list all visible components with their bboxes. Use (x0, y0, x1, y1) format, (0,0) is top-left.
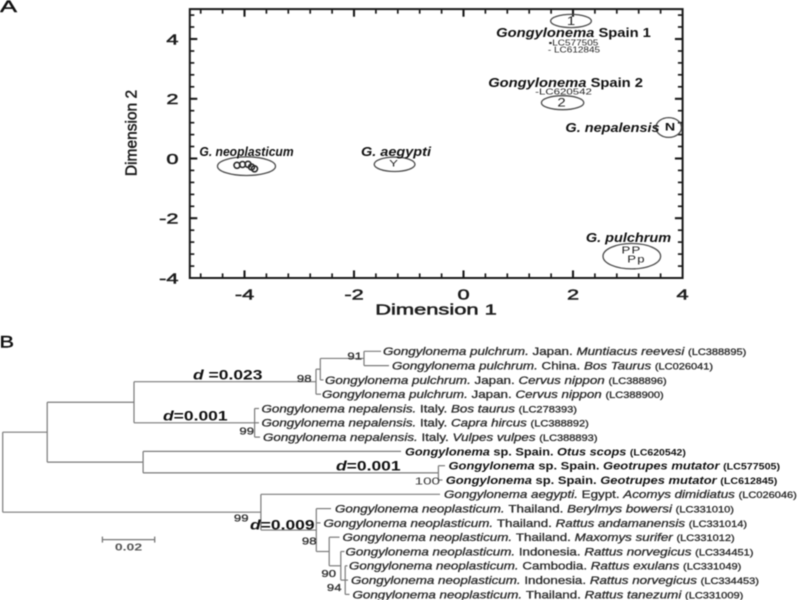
svg-text:0: 0 (166, 150, 178, 167)
svg-text:-2: -2 (344, 286, 363, 303)
svg-text:Dimension 2: Dimension 2 (124, 90, 141, 176)
svg-text:▪LC577505: ▪LC577505 (549, 38, 599, 47)
svg-text:Gongylonema Spain 1: Gongylonema Spain 1 (496, 26, 651, 40)
svg-text:99: 99 (239, 425, 254, 437)
svg-text:Gongylonema nepalensis. Italy.: Gongylonema nepalensis. Italy. Vulpes vu… (263, 431, 598, 443)
svg-text:0.02: 0.02 (115, 541, 143, 553)
svg-text:90: 90 (321, 567, 336, 579)
svg-text:d =0.023: d =0.023 (193, 368, 263, 383)
svg-text:94: 94 (327, 581, 342, 593)
svg-text:Gongylonema pulchrum. China. B: Gongylonema pulchrum. China. Bos Taurus … (392, 360, 713, 372)
svg-text:4: 4 (166, 31, 178, 48)
svg-text:Gongylonema Spain 2: Gongylonema Spain 2 (488, 76, 643, 90)
svg-text:B: B (0, 333, 14, 352)
svg-text:Gongylonema neoplasticum. Indo: Gongylonema neoplasticum. Indonesia. Rat… (346, 546, 754, 558)
svg-text:d=0.001: d=0.001 (336, 459, 401, 474)
svg-text:2: 2 (557, 96, 565, 109)
svg-text:Gongylonema nepalensis. Italy.: Gongylonema nepalensis. Italy. Bos tauru… (262, 403, 577, 415)
svg-text:1: 1 (567, 15, 575, 28)
svg-text:-2: -2 (159, 210, 178, 227)
svg-text:G. neoplasticum: G. neoplasticum (199, 145, 293, 159)
svg-text:91: 91 (347, 350, 362, 362)
svg-text:G. aegypti: G. aegypti (361, 145, 431, 159)
svg-text:100: 100 (415, 475, 440, 487)
svg-text:- LC612845: - LC612845 (548, 45, 600, 54)
svg-text:Gongylonema neoplasticum. Thai: Gongylonema neoplasticum. Thailand. Maxo… (343, 531, 735, 543)
svg-text:Gongylonema pulchrum. Japan. C: Gongylonema pulchrum. Japan. Cervus nipp… (325, 374, 667, 386)
svg-text:G. pulchrum: G. pulchrum (586, 231, 671, 245)
svg-text:A: A (0, 0, 18, 16)
svg-text:d=0.001: d=0.001 (163, 409, 228, 424)
svg-text:Gongylonema neoplasticum. Camb: Gongylonema neoplasticum. Cambodia. Ratt… (349, 560, 741, 572)
svg-text:4: 4 (676, 286, 688, 303)
svg-text:Pp: Pp (627, 253, 646, 265)
svg-text:Gongylonema pulchrum. Japan. C: Gongylonema pulchrum. Japan. Cervus nipp… (322, 388, 664, 400)
svg-text:Gongylonema sp. Spain. Geotrup: Gongylonema sp. Spain. Geotrupes mutator… (449, 460, 781, 473)
svg-text:Gongylonema neoplasticum. Thai: Gongylonema neoplasticum. Thailand. Bery… (335, 503, 734, 515)
svg-text:98: 98 (302, 535, 317, 547)
svg-text:Gongylonema nepalensis. Italy.: Gongylonema nepalensis. Italy. Capra hir… (262, 417, 589, 429)
svg-text:Dimension 1: Dimension 1 (375, 301, 497, 318)
svg-text:Y: Y (389, 159, 398, 169)
svg-text:2: 2 (166, 90, 178, 107)
svg-text:Gongylonema neoplasticum. Thai: Gongylonema neoplasticum. Thailand. Ratt… (353, 589, 744, 600)
svg-text:-4: -4 (235, 286, 254, 303)
svg-text:Gongylonema neoplasticum. Thai: Gongylonema neoplasticum. Thailand. Ratt… (324, 517, 748, 529)
svg-text:Gongylonema pulchrum. Japan. M: Gongylonema pulchrum. Japan. Muntiacus r… (383, 345, 746, 357)
svg-text:Gongylonema sp. Spain. Otus sc: Gongylonema sp. Spain. Otus scops (LC620… (405, 445, 686, 458)
svg-text:99: 99 (234, 512, 249, 524)
svg-text:-LC620542: -LC620542 (535, 88, 592, 97)
svg-text:N: N (665, 120, 675, 133)
svg-text:0: 0 (457, 286, 469, 303)
svg-text:Gongylonema aegypti. Egypt. Ac: Gongylonema aegypti. Egypt. Acomys dimid… (444, 488, 797, 500)
svg-text:PP: PP (622, 244, 642, 256)
svg-text:d=0.009: d=0.009 (250, 518, 315, 533)
svg-text:98: 98 (297, 372, 312, 384)
svg-text:G. nepalensis: G. nepalensis (565, 121, 660, 135)
svg-text:-4: -4 (159, 270, 178, 287)
svg-text:2: 2 (567, 286, 579, 303)
svg-text:Gongylonema neoplasticum. Indo: Gongylonema neoplasticum. Indonesia. Rat… (351, 574, 759, 586)
svg-text:Gongylonema sp. Spain. Geotrup: Gongylonema sp. Spain. Geotrupes mutator… (446, 474, 778, 487)
